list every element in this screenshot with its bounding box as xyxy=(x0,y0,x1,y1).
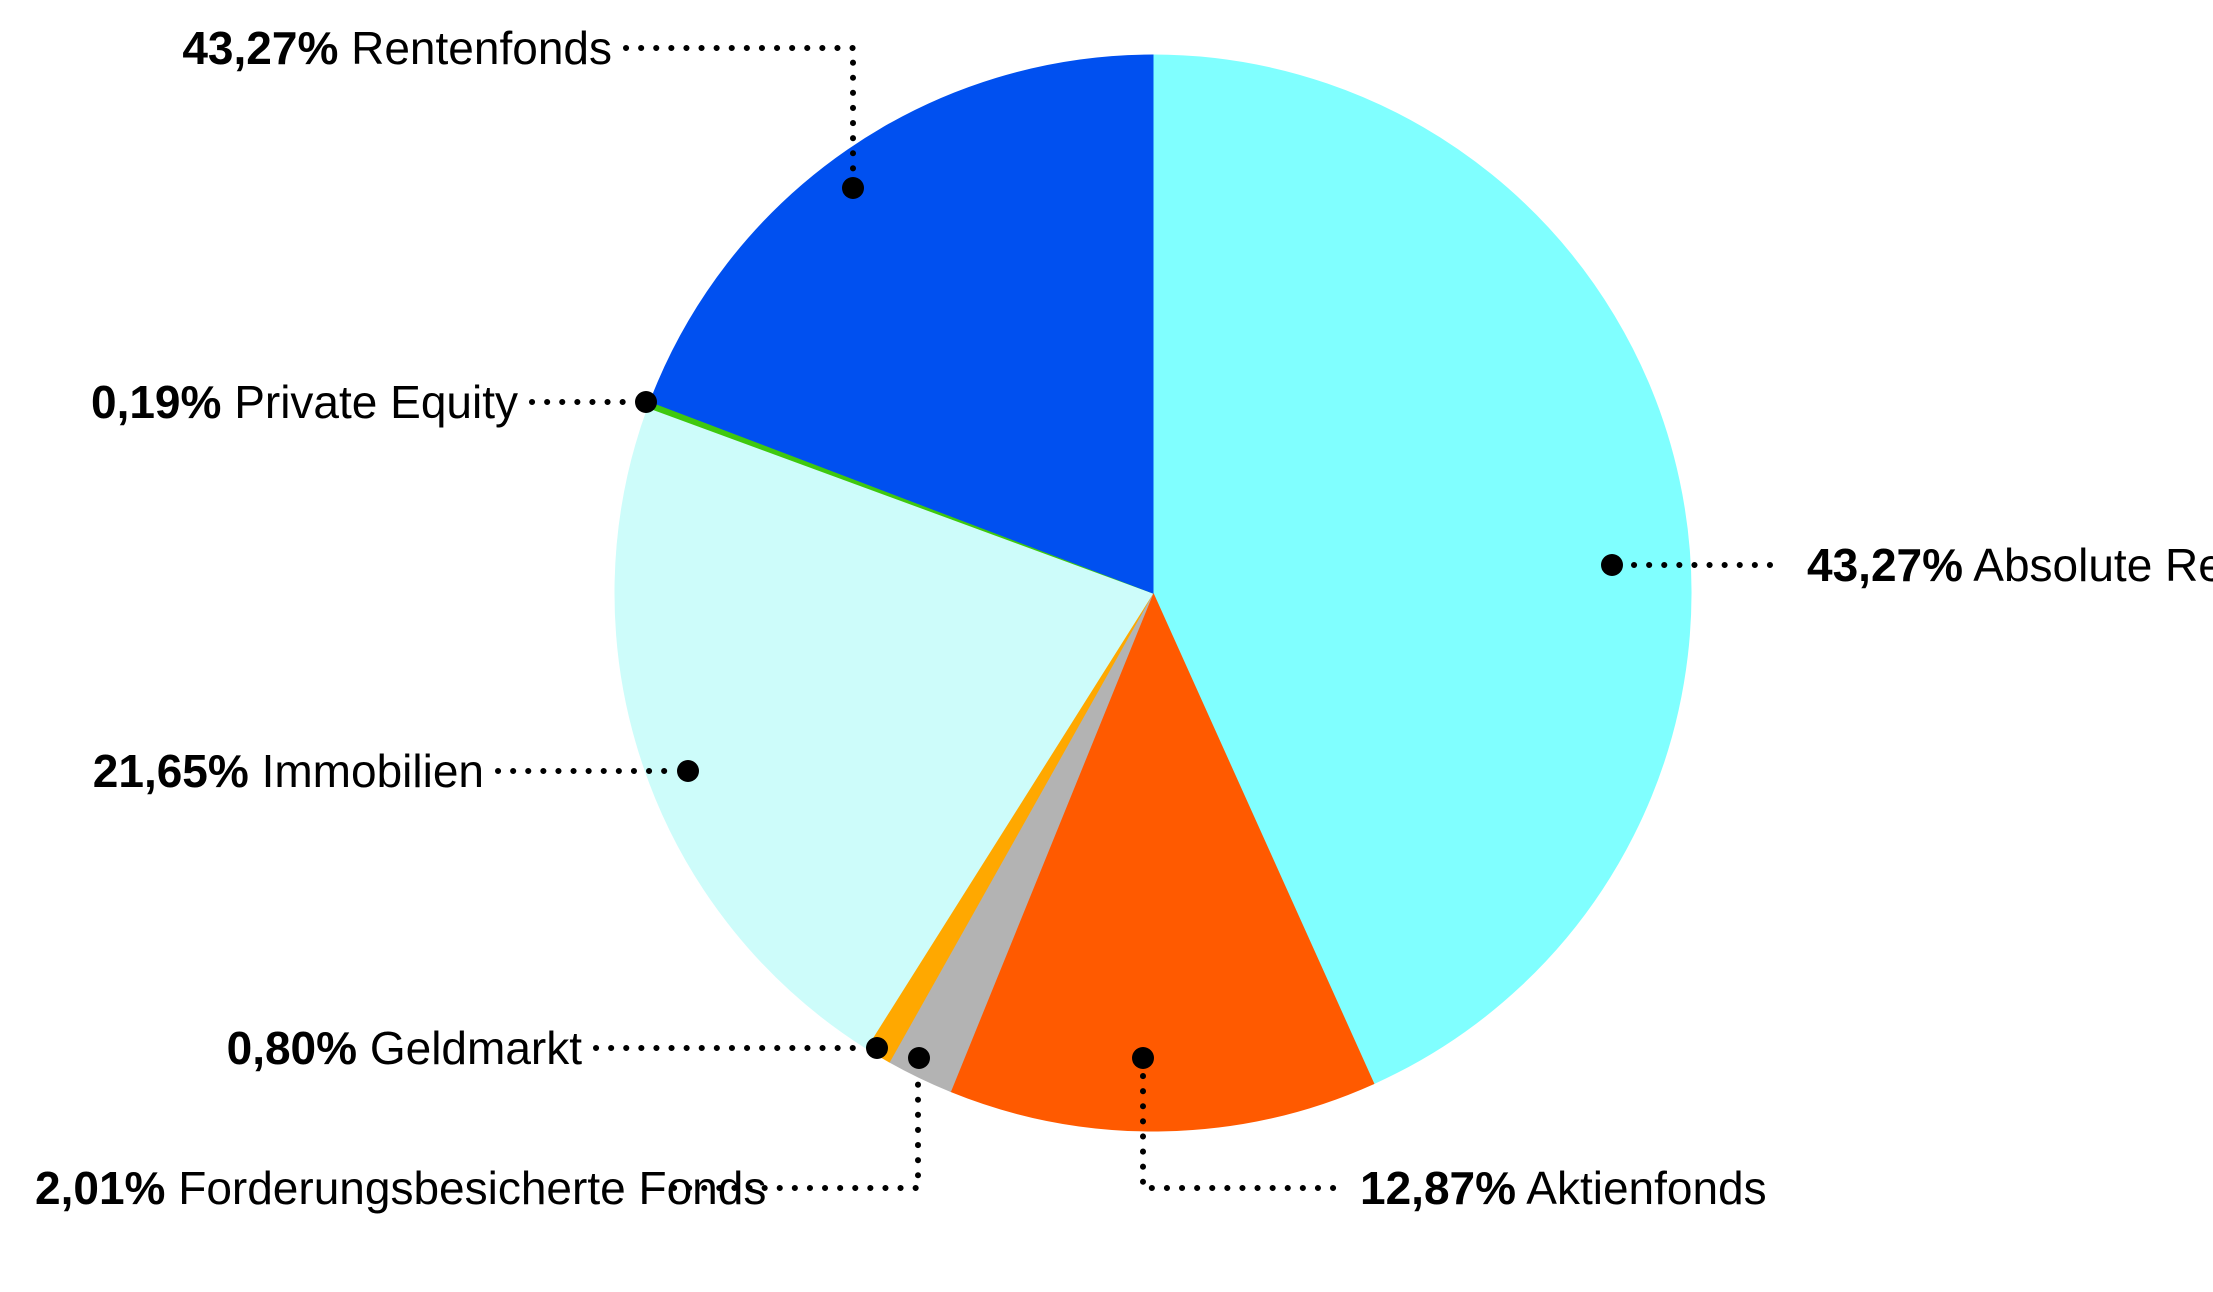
pct-forderungsbesicherte-fonds: 2,01% xyxy=(35,1162,166,1214)
pie-slice-absolute-return xyxy=(1152,54,1692,1085)
label-rentenfonds: 43,27% Rentenfonds xyxy=(182,17,612,80)
leader-dot-absolute-return xyxy=(1601,554,1623,576)
pct-geldmarkt: 0,80% xyxy=(226,1022,358,1074)
leader-dot-immobilien xyxy=(677,760,699,782)
pct-immobilien: 21,65% xyxy=(92,745,249,797)
label-aktienfonds: 12,87% Aktienfonds xyxy=(1360,1157,1767,1220)
name-absolute-return: Absolute Return xyxy=(1973,539,2213,591)
pct-absolute-return: 43,27% xyxy=(1807,539,1964,591)
label-immobilien: 21,65% Immobilien xyxy=(93,740,484,803)
name-private-equity: Private Equity xyxy=(234,376,518,428)
name-aktienfonds: Aktienfonds xyxy=(1526,1162,1767,1214)
leader-dot-forderungsbesicherte-fonds xyxy=(908,1047,930,1069)
leader-dot-aktienfonds xyxy=(1132,1047,1154,1069)
name-geldmarkt: Geldmarkt xyxy=(369,1022,582,1074)
label-private-equity: 0,19% Private Equity xyxy=(91,371,518,434)
leader-dot-private-equity xyxy=(635,391,657,413)
pie-slice-rentenfonds xyxy=(649,54,1154,594)
name-forderungsbesicherte-fonds: Forderungsbesicherte Fonds xyxy=(178,1162,767,1214)
label-geldmarkt: 0,80% Geldmarkt xyxy=(227,1017,582,1080)
pie-slice-aktienfonds xyxy=(949,591,1375,1132)
leader-dot-geldmarkt xyxy=(866,1037,888,1059)
name-rentenfonds: Rentenfonds xyxy=(351,22,612,74)
pct-rentenfonds: 43,27% xyxy=(182,22,339,74)
pct-private-equity: 0,19% xyxy=(90,376,222,428)
label-forderungsbesicherte-fonds: 2,01% Forderungsbesicherte Fonds xyxy=(35,1157,838,1220)
pct-aktienfonds: 12,87% xyxy=(1360,1162,1517,1214)
pie-slice-immobilien xyxy=(614,406,1154,1049)
leader-line-forderungsbesicherte-fonds xyxy=(671,1077,921,1191)
leader-line-rentenfonds xyxy=(623,45,856,175)
leader-dot-rentenfonds xyxy=(842,177,864,199)
label-absolute-return: 43,27% Absolute Return xyxy=(1807,534,2213,597)
name-immobilien: Immobilien xyxy=(261,745,484,797)
